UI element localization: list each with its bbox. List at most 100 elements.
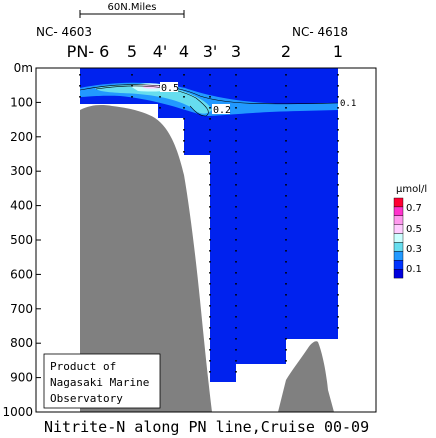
sample-dot bbox=[159, 107, 161, 109]
sample-dot bbox=[235, 217, 237, 219]
sample-dot bbox=[337, 261, 339, 263]
colorbar: μmol/l 0.7 0.5 0.3 0.1 bbox=[393, 184, 427, 279]
station-left-label: NC- 4603 bbox=[36, 25, 92, 39]
colorbar-tick-0.5: 0.5 bbox=[406, 224, 422, 235]
sample-dot bbox=[209, 206, 211, 208]
station-label: 4 bbox=[179, 42, 189, 61]
sample-dot bbox=[209, 151, 211, 153]
sample-dot bbox=[337, 162, 339, 164]
sample-dot bbox=[131, 74, 133, 76]
sample-dot bbox=[285, 272, 287, 274]
sample-dot bbox=[285, 338, 287, 340]
sample-dot bbox=[159, 96, 161, 98]
sample-dot bbox=[209, 107, 211, 109]
sample-dot bbox=[235, 305, 237, 307]
contour-line-0.2 bbox=[95, 85, 209, 117]
sample-dot bbox=[235, 360, 237, 362]
sample-dot bbox=[235, 239, 237, 241]
sample-dot bbox=[209, 195, 211, 197]
sample-dot bbox=[209, 316, 211, 318]
sample-dot bbox=[337, 173, 339, 175]
sample-dot bbox=[235, 261, 237, 263]
sample-dot bbox=[183, 140, 185, 142]
sample-dot bbox=[159, 74, 161, 76]
sample-dot bbox=[285, 140, 287, 142]
sample-dot bbox=[337, 206, 339, 208]
sample-dot bbox=[183, 129, 185, 131]
y-tick-label: 400 bbox=[10, 199, 33, 213]
station-labels: PN- 6 5 4' 4 3' 3 2 1 bbox=[67, 42, 343, 61]
sample-dot bbox=[235, 316, 237, 318]
y-tick-label: 700 bbox=[10, 302, 33, 316]
sample-dot bbox=[209, 217, 211, 219]
sample-dot bbox=[285, 217, 287, 219]
credit-box: Product of Nagasaki Marine Observatory bbox=[43, 353, 161, 409]
sample-dot bbox=[79, 96, 81, 98]
sample-dot bbox=[235, 206, 237, 208]
sample-dot bbox=[235, 228, 237, 230]
sample-dot bbox=[209, 85, 211, 87]
credit-line-3: Observatory bbox=[50, 392, 123, 405]
sample-dot bbox=[131, 85, 133, 87]
sample-dot bbox=[235, 272, 237, 274]
colorbar-cell bbox=[393, 251, 404, 261]
sample-dot bbox=[209, 349, 211, 351]
sample-dot bbox=[337, 74, 339, 76]
sample-dot bbox=[337, 96, 339, 98]
sample-dot bbox=[235, 349, 237, 351]
colorbar-cell bbox=[393, 215, 404, 225]
sample-dot bbox=[337, 294, 339, 296]
sample-dot bbox=[209, 272, 211, 274]
sample-dot bbox=[209, 360, 211, 362]
sample-dot bbox=[285, 162, 287, 164]
sample-dot bbox=[285, 261, 287, 263]
y-tick-label: 900 bbox=[10, 371, 33, 385]
seafloor-right bbox=[278, 341, 334, 412]
sea-data-region bbox=[80, 68, 338, 382]
station-label: 1 bbox=[333, 42, 343, 61]
credit-line-1: Product of bbox=[50, 360, 116, 373]
sample-dot bbox=[235, 96, 237, 98]
station-label: PN- 6 bbox=[67, 42, 110, 61]
sample-dot bbox=[209, 74, 211, 76]
sample-dot bbox=[209, 129, 211, 131]
y-tick-label: 1000 bbox=[2, 405, 33, 419]
sample-dot bbox=[285, 239, 287, 241]
sample-dot bbox=[209, 371, 211, 373]
credit-line-2: Nagasaki Marine bbox=[50, 376, 149, 389]
sample-dot bbox=[285, 349, 287, 351]
y-tick-label: 0m bbox=[14, 61, 33, 75]
sample-dot bbox=[79, 85, 81, 87]
colorbar-tick-0.7: 0.7 bbox=[406, 203, 422, 214]
sample-dot bbox=[337, 239, 339, 241]
station-right-label: NC- 4618 bbox=[292, 25, 348, 39]
chart-title: Nitrite-N along PN line,Cruise 00-09 bbox=[44, 418, 369, 436]
sample-dot bbox=[209, 327, 211, 329]
sample-dot bbox=[209, 261, 211, 263]
sample-dot bbox=[235, 327, 237, 329]
sample-dot bbox=[183, 151, 185, 153]
station-label: 3' bbox=[203, 42, 218, 61]
colorbar-cell bbox=[393, 224, 404, 234]
y-tick-label: 300 bbox=[10, 164, 33, 178]
sample-dot bbox=[285, 74, 287, 76]
sample-dot bbox=[209, 228, 211, 230]
sample-dot bbox=[337, 151, 339, 153]
contour-band-0.2 bbox=[95, 84, 212, 114]
sample-dot bbox=[337, 107, 339, 109]
sample-dot bbox=[337, 85, 339, 87]
sample-dot bbox=[209, 239, 211, 241]
sample-dot bbox=[183, 96, 185, 98]
sample-dot bbox=[235, 140, 237, 142]
sample-dot bbox=[235, 184, 237, 186]
sample-dot bbox=[337, 305, 339, 307]
sample-dot bbox=[337, 195, 339, 197]
sample-dot bbox=[337, 118, 339, 120]
sample-dot bbox=[183, 74, 185, 76]
sample-dot bbox=[337, 272, 339, 274]
contour-label-0.2: 0.2 bbox=[213, 105, 231, 116]
sample-dot bbox=[235, 338, 237, 340]
sample-dot bbox=[209, 338, 211, 340]
sample-dot bbox=[183, 85, 185, 87]
